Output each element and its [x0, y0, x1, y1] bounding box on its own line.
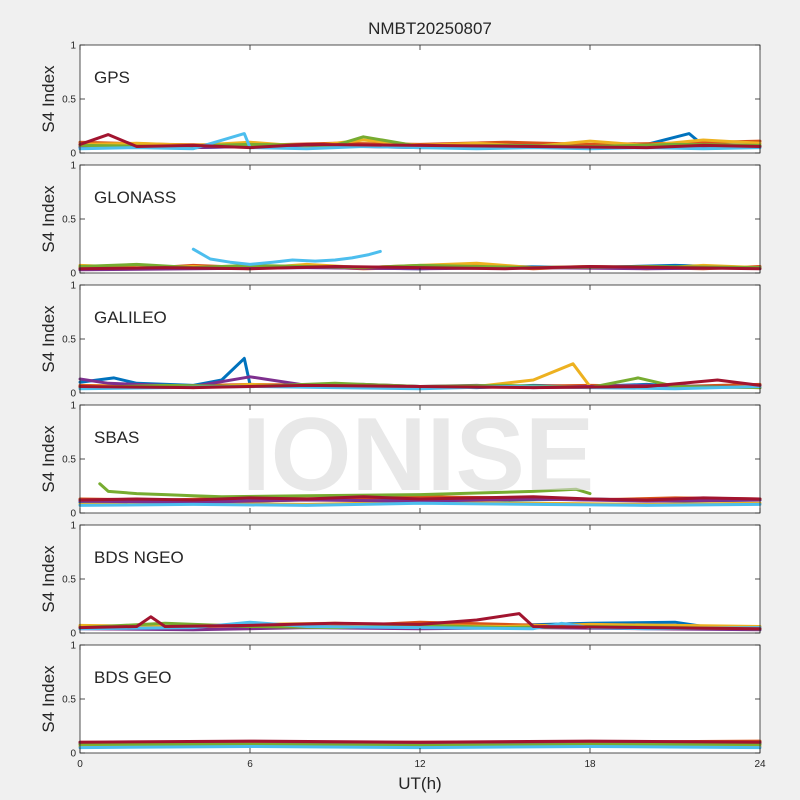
panels: 0 0.5 1 GPS S4 Index 0 0.5 1 GLONASS S4 Index 0 0.5… — [39, 41, 766, 771]
y-tick-label: 0 — [70, 509, 76, 520]
panel-label: SBAS — [94, 428, 139, 447]
y-tick-label: 0 — [70, 389, 76, 400]
series-line — [78, 133, 762, 150]
y-tick-label: 0 — [70, 269, 76, 280]
y-axis-label: S4 Index — [39, 425, 58, 493]
y-tick-label: 0.5 — [62, 335, 76, 346]
series-line — [78, 742, 762, 747]
panel-bds-ngeo: 0 0.5 1 BDS NGEO S4 Index — [39, 521, 762, 640]
y-axis-label: S4 Index — [39, 665, 58, 733]
y-tick-label: 0.5 — [62, 455, 76, 466]
y-axis-label: S4 Index — [39, 305, 58, 373]
watermark: IONISE — [242, 397, 595, 513]
y-tick-label: 0.5 — [62, 575, 76, 586]
series-line — [78, 739, 762, 744]
panel-label: GALILEO — [94, 308, 167, 327]
x-tick-label: 12 — [414, 759, 426, 770]
y-tick-label: 1 — [70, 281, 76, 292]
y-tick-label: 0.5 — [62, 95, 76, 106]
y-tick-label: 0.5 — [62, 215, 76, 226]
y-tick-label: 1 — [70, 641, 76, 652]
y-tick-label: 1 — [70, 521, 76, 532]
y-tick-label: 0 — [70, 149, 76, 160]
series-line — [78, 612, 762, 631]
x-tick-label: 24 — [754, 759, 766, 770]
series-line — [78, 495, 762, 502]
series-line — [191, 247, 382, 266]
y-tick-label: 0 — [70, 749, 76, 760]
series-line — [78, 265, 762, 271]
plot-area — [80, 285, 760, 393]
figure-title: NMBT20250807 — [368, 19, 492, 38]
plot-area — [80, 525, 760, 633]
x-tick-label: 18 — [584, 759, 596, 770]
series-line — [78, 501, 762, 507]
panel-gps: 0 0.5 1 GPS S4 Index — [39, 41, 762, 160]
x-tick-label: 6 — [247, 759, 253, 770]
plot-area — [80, 45, 760, 153]
series-line — [78, 745, 762, 750]
y-axis-label: S4 Index — [39, 65, 58, 133]
series-line — [98, 482, 592, 499]
panel-bds-geo: 0 0.5 1 0 6 12 18 24 BDS GEO S4 Index — [39, 641, 766, 771]
x-tick-label: 0 — [77, 759, 83, 770]
y-tick-label: 0 — [70, 629, 76, 640]
x-axis-label: UT(h) — [398, 774, 441, 793]
y-tick-label: 1 — [70, 401, 76, 412]
panel-sbas: 0 0.5 1 SBAS S4 Index — [39, 401, 762, 520]
y-tick-label: 0.5 — [62, 695, 76, 706]
y-tick-label: 1 — [70, 161, 76, 172]
series-line — [78, 378, 762, 390]
y-axis-label: S4 Index — [39, 185, 58, 253]
panel-galileo: 0 0.5 1 GALILEO S4 Index — [39, 281, 762, 400]
plot-area — [80, 165, 760, 273]
panel-label: GLONASS — [94, 188, 176, 207]
plot-area — [80, 645, 760, 753]
panel-label: GPS — [94, 68, 130, 87]
panel-label: BDS GEO — [94, 668, 171, 687]
y-axis-label: S4 Index — [39, 545, 58, 613]
panel-glonass: 0 0.5 1 GLONASS S4 Index — [39, 161, 762, 280]
panel-label: BDS NGEO — [94, 548, 184, 567]
y-tick-label: 1 — [70, 41, 76, 52]
